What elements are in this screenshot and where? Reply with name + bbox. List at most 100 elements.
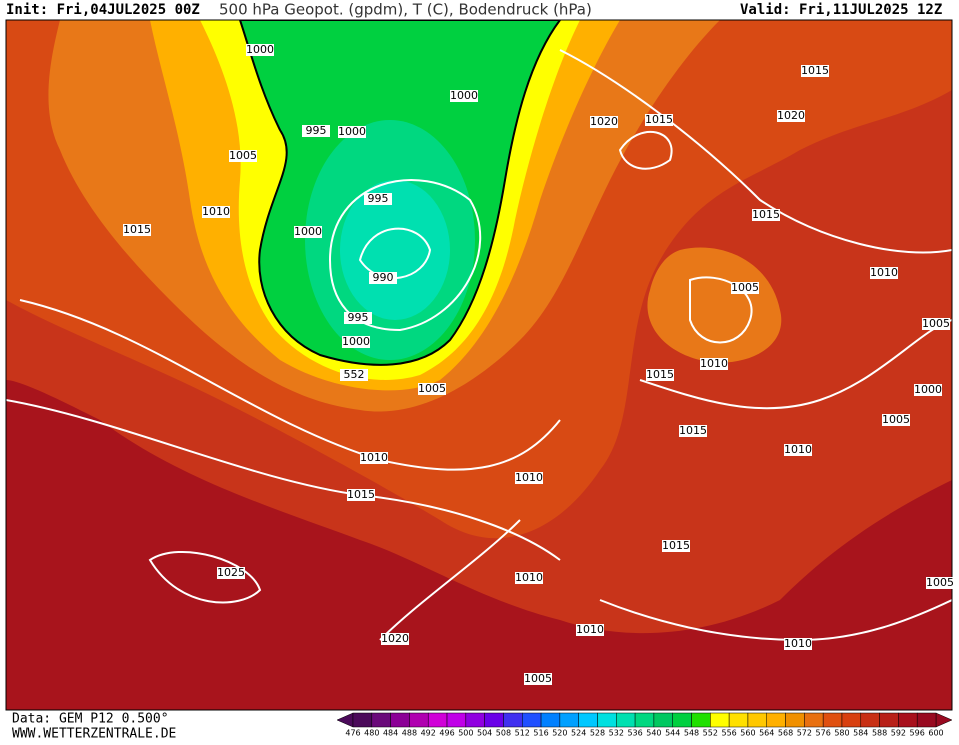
contour-label: 1010 — [515, 571, 543, 584]
contour-label-box — [418, 383, 446, 395]
color-swatch — [841, 712, 862, 728]
colorbar-tick-label: 516 — [533, 729, 548, 738]
colorbar-tick-label: 596 — [910, 729, 925, 738]
color-swatch — [409, 712, 429, 728]
contour-label-box — [338, 126, 366, 138]
contour-label: 1015 — [752, 208, 780, 221]
color-swatch — [691, 712, 711, 728]
contour-label-box — [752, 209, 780, 221]
contour-label-box — [914, 384, 942, 396]
contour-label-box — [515, 572, 543, 584]
color-swatch — [804, 712, 824, 728]
color-swatch — [766, 712, 786, 728]
contour-label-box — [784, 444, 812, 456]
contour-label-box — [662, 540, 690, 552]
contour-label-box — [347, 489, 375, 501]
contour-label: 1015 — [347, 488, 375, 501]
colorbar-tick-label: 580 — [834, 729, 849, 738]
color-swatch — [898, 712, 918, 728]
color-swatch — [747, 712, 767, 728]
colorbar-tick-label: 552 — [703, 729, 718, 738]
contour-label-box — [364, 193, 392, 205]
color-swatch — [728, 712, 749, 728]
contour-label-box — [217, 567, 245, 579]
contour-label: 1015 — [801, 64, 829, 77]
contour-label-box — [922, 318, 950, 330]
contour-label-box — [646, 369, 674, 381]
colorbar-tick-label: 548 — [684, 729, 699, 738]
contour-label-box — [515, 472, 543, 484]
contour-label: 1015 — [662, 539, 690, 552]
contour-label-box — [700, 358, 728, 370]
contour-label: 1010 — [700, 357, 728, 370]
color-swatch — [522, 712, 542, 728]
contour-label-box — [450, 90, 478, 102]
contour-label-box — [381, 633, 409, 645]
contour-label-box — [882, 414, 910, 426]
colorbar-arrow-low — [336, 712, 354, 728]
color-swatch — [785, 712, 805, 728]
color-swatch — [427, 712, 448, 728]
contour-label: 1000 — [294, 225, 322, 238]
contour-label: 1025 — [217, 566, 245, 579]
color-swatch — [578, 712, 598, 728]
valid-time: Valid: Fri,11JUL2025 12Z — [740, 2, 942, 18]
map-title: 500 hPa Geopot. (gpdm), T (C), Bodendruc… — [219, 1, 592, 19]
color-swatch — [634, 712, 655, 728]
color-swatch — [446, 712, 467, 728]
contour-label: 990 — [373, 271, 394, 284]
contour-label: 995 — [368, 192, 389, 205]
contour-label: 1010 — [202, 205, 230, 218]
color-swatch — [352, 712, 373, 728]
colorbar-tick-label: 496 — [439, 729, 454, 738]
colorbar-tick-label: 480 — [364, 729, 379, 738]
contour-label: 1010 — [784, 443, 812, 456]
color-swatch — [616, 712, 636, 728]
contour-label: 1005 — [926, 576, 954, 589]
data-source: Data: GEM P12 0.500° — [12, 712, 169, 727]
contour-label-box — [246, 44, 274, 56]
site-name: WWW.WETTERZENTRALE.DE — [12, 727, 176, 742]
contour-label: 1005 — [731, 281, 759, 294]
colorbar-tick-label: 524 — [571, 729, 586, 738]
contour-label: 1005 — [882, 413, 910, 426]
colorbar-tick-label: 508 — [496, 729, 511, 738]
field-568b — [647, 247, 782, 363]
colorbar-tick-label: 560 — [740, 729, 755, 738]
contour-label-box — [229, 150, 257, 162]
color-swatch — [672, 712, 692, 728]
colorbar-tick-label: 588 — [872, 729, 887, 738]
contour-label: 1005 — [922, 317, 950, 330]
contour-label: 995 — [348, 311, 369, 324]
contour-label: 1015 — [646, 368, 674, 381]
contour-label-box — [524, 673, 552, 685]
contour-label-box — [645, 114, 673, 126]
contour-label-box — [123, 224, 151, 236]
contour-label-box — [369, 272, 397, 284]
colorbar-tick-label: 556 — [721, 729, 736, 738]
contour-label-box — [342, 336, 370, 348]
contour-label: 1005 — [524, 672, 552, 685]
contour-label: 1000 — [246, 43, 274, 56]
contour-label-box — [926, 577, 954, 589]
contour-label: 1020 — [590, 115, 618, 128]
contour-label: 1005 — [418, 382, 446, 395]
colorbar-tick-label: 500 — [458, 729, 473, 738]
colorbar-tick-label: 512 — [515, 729, 530, 738]
color-swatch — [390, 712, 410, 728]
contour-label-box — [870, 267, 898, 279]
colorbar-tick-label: 532 — [609, 729, 624, 738]
init-time: Init: Fri,04JUL2025 00Z — [6, 2, 200, 18]
contour-label-box — [679, 425, 707, 437]
contour-label-box — [731, 282, 759, 294]
contour-label: 995 — [306, 124, 327, 137]
contour-label-box — [360, 452, 388, 464]
color-swatch — [710, 712, 730, 728]
contour-label-box — [576, 624, 604, 636]
color-swatch — [916, 712, 937, 728]
contour-label-box — [344, 312, 372, 324]
color-swatch — [860, 712, 880, 728]
color-swatch — [879, 712, 899, 728]
contour-label: 1015 — [645, 113, 673, 126]
